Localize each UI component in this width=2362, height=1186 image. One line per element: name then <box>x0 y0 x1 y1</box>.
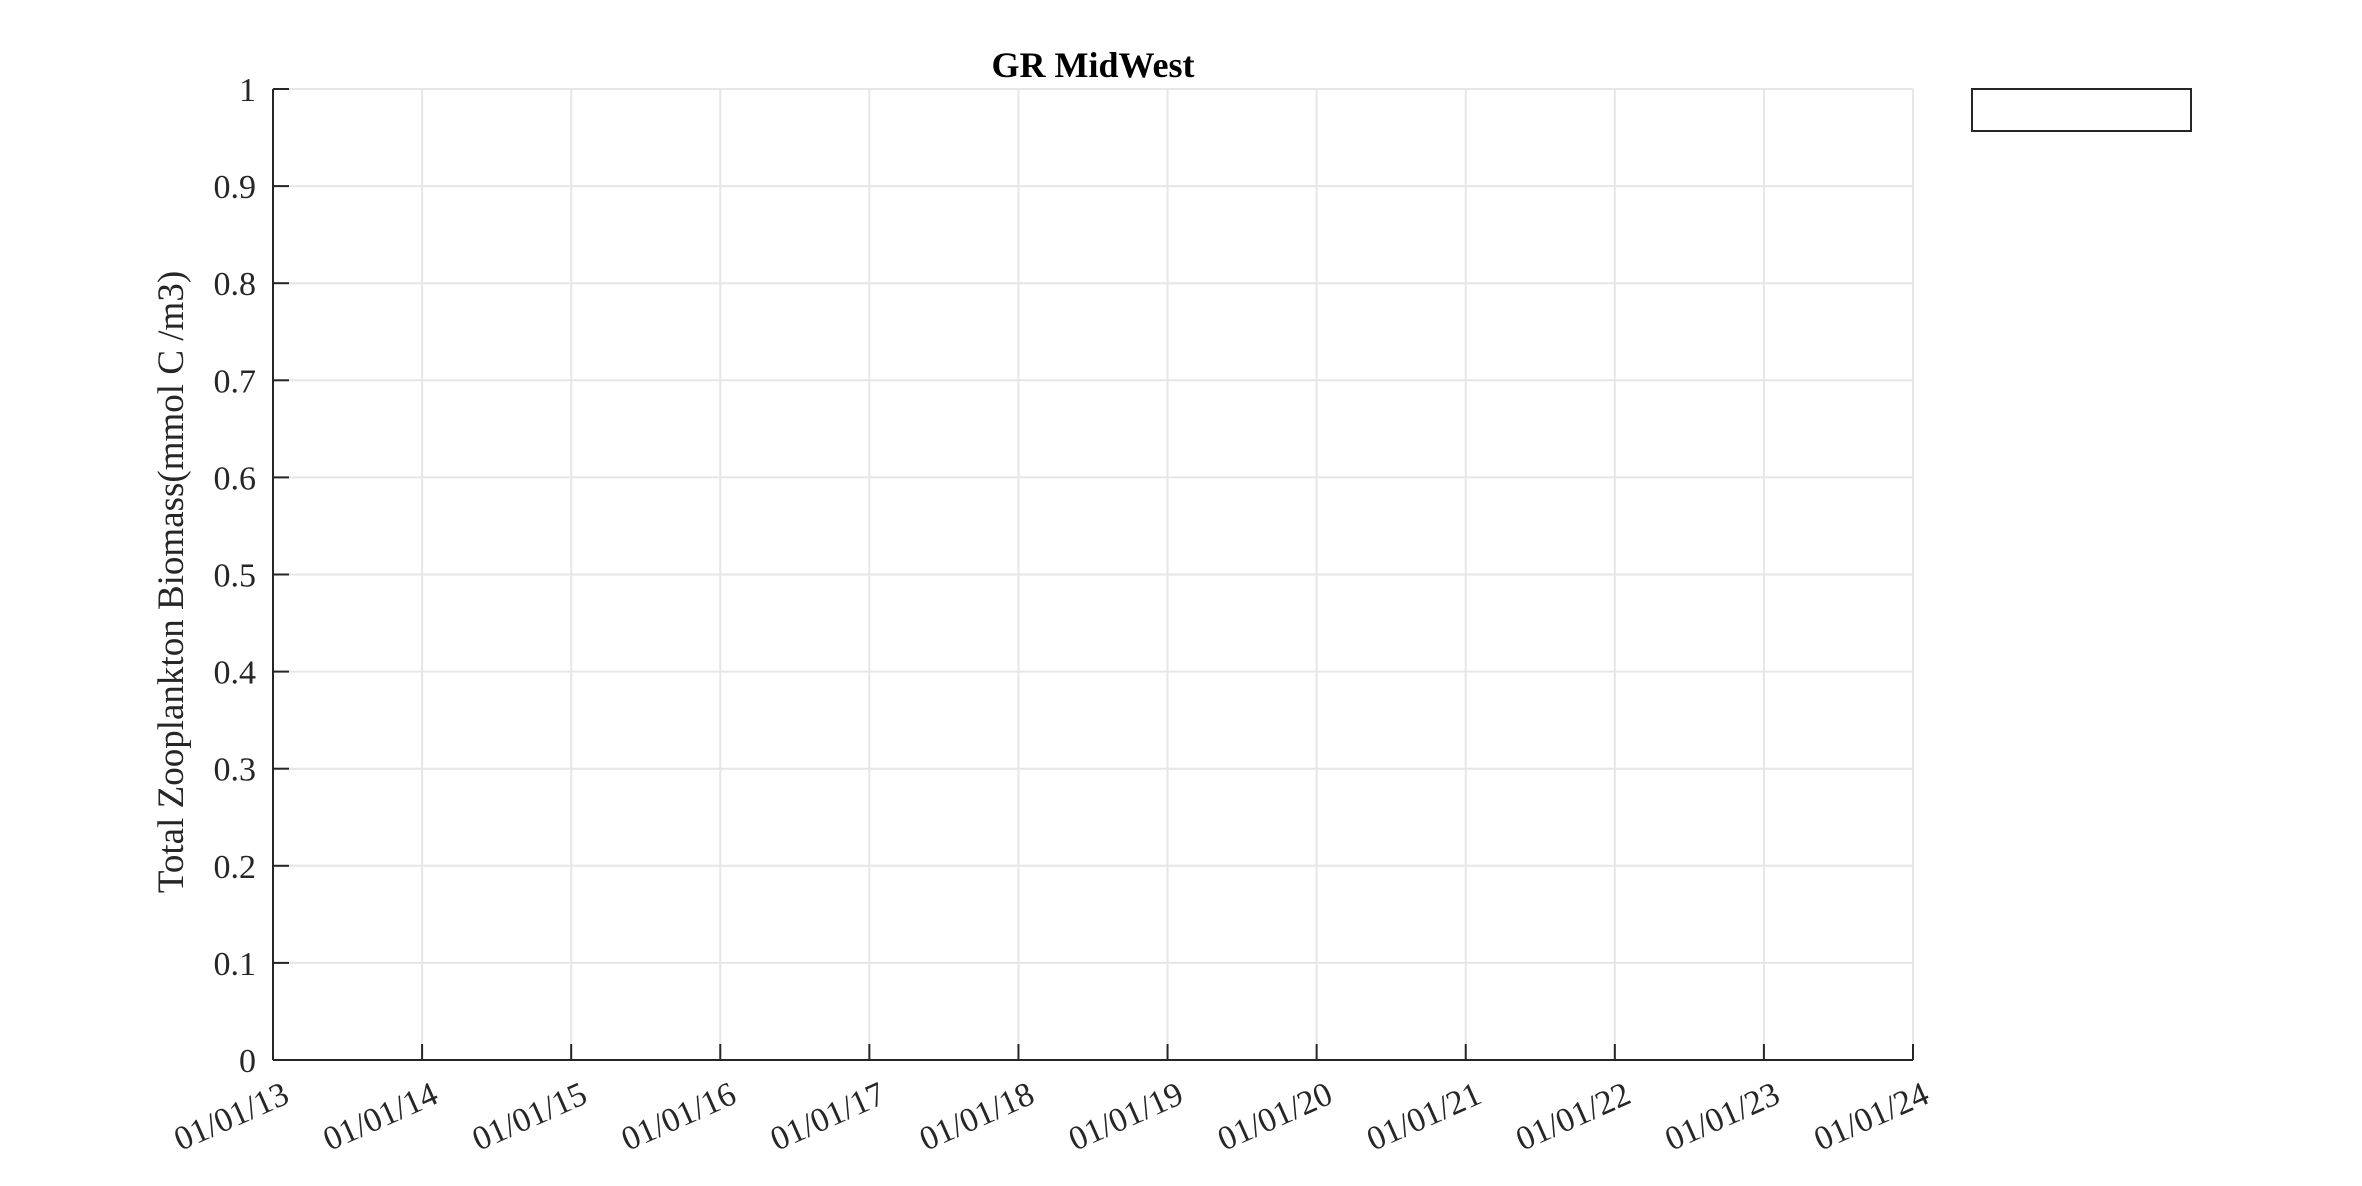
x-tick-label: 01/01/19 <box>1063 1076 1189 1159</box>
x-tick-label: 01/01/21 <box>1361 1076 1487 1159</box>
grid <box>273 89 1913 1060</box>
x-tick-label: 01/01/23 <box>1660 1076 1786 1159</box>
y-tick-label: 0 <box>239 1043 256 1080</box>
x-tick-label: 01/01/20 <box>1212 1076 1338 1159</box>
y-tick-label: 0.9 <box>214 169 257 206</box>
x-tick-label: 01/01/17 <box>765 1076 891 1159</box>
y-tick-label: 0.1 <box>214 946 257 983</box>
chart-title: GR MidWest <box>992 45 1195 85</box>
y-tick-label: 1 <box>239 72 256 109</box>
y-tick-label: 0.5 <box>214 558 257 595</box>
x-tick-label: 01/01/22 <box>1511 1076 1637 1159</box>
y-tick-label: 0.7 <box>214 363 257 400</box>
x-tick-label: 01/01/18 <box>914 1076 1040 1159</box>
x-tick-label: 01/01/15 <box>467 1076 593 1159</box>
x-tick-label: 01/01/16 <box>616 1076 742 1159</box>
legend <box>1972 89 2191 131</box>
x-tick-label: 01/01/24 <box>1809 1076 1935 1159</box>
y-tick-label: 0.3 <box>214 752 257 789</box>
x-tick-label: 01/01/14 <box>318 1076 444 1159</box>
y-tick-label: 0.8 <box>214 266 257 303</box>
tick-labels: 0 0.1 0.2 0.3 0.4 0.5 0.6 0.7 0.8 0.9 1 01/01/13 01/… <box>169 72 1935 1158</box>
x-tick-label: 01/01/13 <box>169 1076 295 1159</box>
y-axis-label: Total Zooplankton Biomass(mmol C /m3) <box>151 271 192 893</box>
y-tick-label: 0.2 <box>214 849 257 886</box>
y-tick-label: 0.4 <box>214 655 257 692</box>
y-tick-label: 0.6 <box>214 460 257 497</box>
